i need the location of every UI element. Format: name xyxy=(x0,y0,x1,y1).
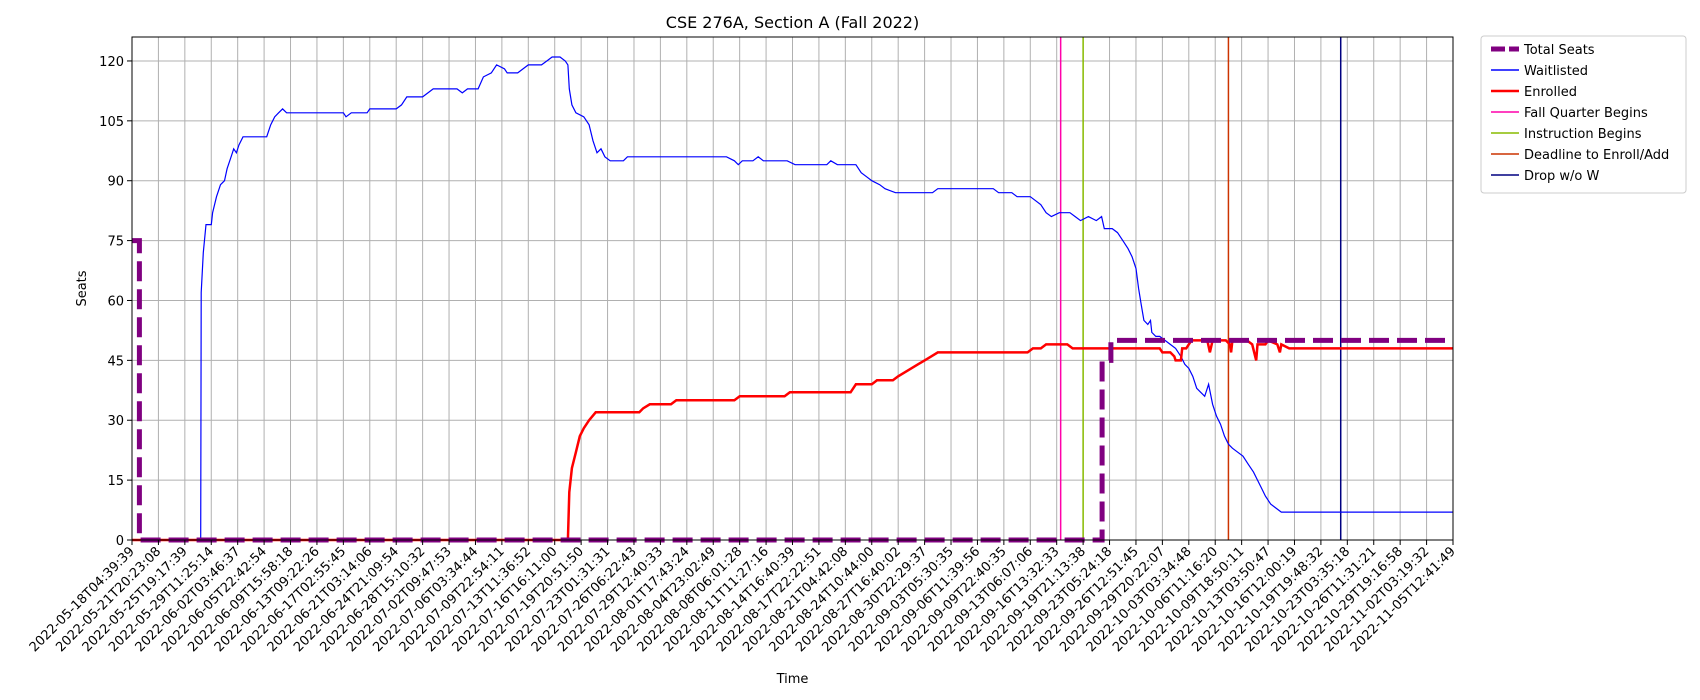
series-enrolled-line xyxy=(132,338,1453,542)
legend-label: Total Seats xyxy=(1523,43,1595,58)
y-tick-label: 120 xyxy=(99,55,124,70)
y-tick-label: 90 xyxy=(107,175,124,190)
y-tick-label: 30 xyxy=(107,414,124,429)
y-tick-label: 15 xyxy=(107,474,124,489)
legend-label: Fall Quarter Begins xyxy=(1524,106,1648,121)
series-waitlisted-line xyxy=(132,56,1453,541)
series-total-seats-line xyxy=(132,238,1453,543)
legend-label: Drop w/o W xyxy=(1524,169,1600,184)
x-axis: 2022-05-18T04:39:392022-05-21T20:23:0820… xyxy=(27,540,1459,655)
y-tick-label: 0 xyxy=(116,534,124,549)
y-tick-label: 60 xyxy=(107,294,124,309)
y-axis: 0 15 30 45 60 75 90 105 120 xyxy=(99,55,132,549)
legend-label: Instruction Begins xyxy=(1524,127,1642,142)
grid-layer xyxy=(131,37,1454,541)
legend-box xyxy=(1480,35,1687,194)
y-tick-label: 75 xyxy=(107,235,124,250)
legend-label: Deadline to Enroll/Add xyxy=(1524,148,1669,163)
x-axis-label: Time xyxy=(776,672,809,687)
legend-label: Waitlisted xyxy=(1524,64,1588,79)
y-tick-label: 105 xyxy=(99,115,124,130)
chart-title: CSE 276A, Section A (Fall 2022) xyxy=(666,13,919,32)
legend-label: Enrolled xyxy=(1524,85,1577,100)
series-layer xyxy=(132,37,1453,543)
y-tick-label: 45 xyxy=(107,354,124,369)
legend: Total Seats Waitlisted Enrolled Fall Quarte… xyxy=(1480,35,1687,194)
y-axis-label: Seats xyxy=(75,270,90,306)
